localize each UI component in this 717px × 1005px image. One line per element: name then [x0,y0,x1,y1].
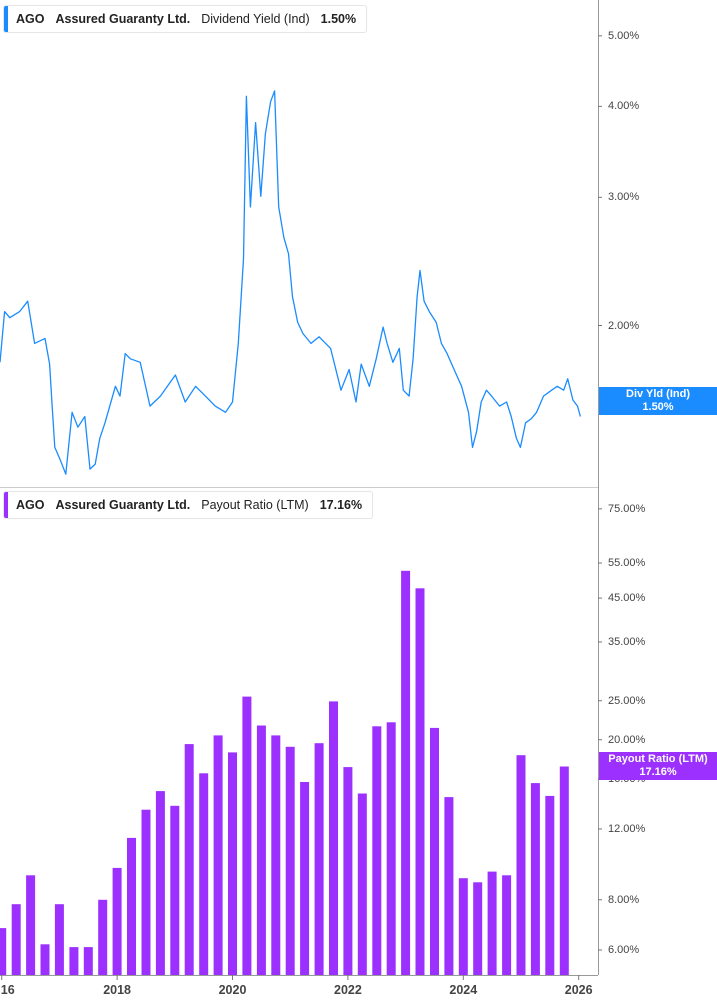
current-dividend-yield-label: Div Yld (Ind) 1.50% [599,387,717,415]
payout-ratio-bar [83,947,93,975]
dividend-yield-legend: AGO Assured Guaranty Ltd. Dividend Yield… [3,5,368,33]
payout-ratio-plot [0,570,569,975]
payout-ratio-bar [127,837,136,975]
current-label-value: 1.50% [642,401,674,413]
y-tick-label: 75.00% [608,502,646,515]
current-label-value: 17.16% [639,766,677,778]
x-tick-label: 2024 [449,983,478,997]
x-tick-label: 2020 [218,983,247,997]
y-tick-label: 12.00% [608,822,646,835]
payout-ratio-bar [11,904,21,975]
y-tick-label: 55.00% [608,557,646,570]
payout-ratio-bar [314,743,324,975]
x-tick-label: 2026 [564,983,593,997]
y-tick-label: 8.00% [608,893,640,906]
payout-ratio-bar [559,766,569,975]
payout-ratio-bar [213,735,223,975]
payout-ratio-bar [26,875,36,975]
y-tick-label: 2.00% [608,319,640,332]
payout-ratio-bar [112,867,122,975]
legend-company: Assured Guaranty Ltd. [55,498,191,512]
y-tick-label: 35.00% [608,635,646,648]
payout-ratio-bar [430,727,439,975]
payout-ratio-bar [40,944,50,975]
tick-marks [1,35,602,980]
series-color-swatch [4,492,8,518]
legend-ticker: AGO [16,498,45,512]
payout-ratio-bar [329,701,338,975]
payout-ratio-bar [285,746,295,975]
payout-ratio-bar [170,805,180,975]
payout-ratio-bar [271,735,281,975]
payout-ratio-bar [155,791,165,975]
payout-ratio-bar [458,878,468,975]
dividend-yield-line [0,90,582,475]
payout-ratio-bar [386,722,396,975]
current-label-name: Div Yld (Ind) [626,388,690,400]
payout-ratio-bar [473,882,483,975]
payout-ratio-bar [357,793,367,975]
payout-ratio-bar [487,871,497,975]
payout-ratio-bar [516,755,526,975]
legend-value: 1.50% [320,12,357,26]
payout-ratio-bar [545,795,555,975]
legend-metric: Payout Ratio (LTM) [201,498,309,512]
dividend-yield-plot [0,90,582,475]
y-tick-label: 6.00% [608,944,640,956]
x-tick-label: 2018 [103,983,132,997]
payout-ratio-bar [401,570,411,975]
payout-ratio-bar [343,767,353,975]
payout-ratio-bar [141,809,151,975]
y-tick-label: 4.00% [608,100,640,113]
payout-ratio-bar [228,752,237,975]
y-tick-label: 3.00% [608,191,640,204]
payout-ratio-bar [444,797,454,975]
payout-ratio-bar [256,725,266,975]
y-tick-label: 25.00% [608,694,646,707]
payout-ratio-bar [69,947,79,975]
legend-metric: Dividend Yield (Ind) [201,12,310,26]
x-tick-label: 16 [0,983,15,997]
payout-ratio-bar [54,904,64,975]
current-label-name: Payout Ratio (LTM) [608,753,708,765]
legend-company: Assured Guaranty Ltd. [55,12,191,26]
legend-ticker: AGO [16,12,45,26]
payout-ratio-bar [415,588,425,975]
payout-ratio-bar [184,744,194,975]
x-tick-label: 2022 [334,983,362,997]
y-tick-label: 20.00% [608,733,646,746]
payout-ratio-bar [502,875,512,975]
payout-ratio-bar [530,783,540,975]
payout-ratio-bar [0,928,7,975]
payout-ratio-bar [98,899,108,975]
y-tick-label: 5.00% [608,29,640,42]
payout-ratio-legend: AGO Assured Guaranty Ltd. Payout Ratio (… [3,491,374,519]
payout-ratio-bar [372,726,382,975]
payout-ratio-bar [199,773,209,975]
series-color-swatch [4,6,8,32]
legend-value: 17.16% [319,498,363,512]
y-tick-label: 45.00% [608,592,646,605]
current-payout-ratio-label: Payout Ratio (LTM) 17.16% [599,752,717,780]
payout-ratio-bar [242,696,252,975]
payout-ratio-bar [300,782,310,975]
